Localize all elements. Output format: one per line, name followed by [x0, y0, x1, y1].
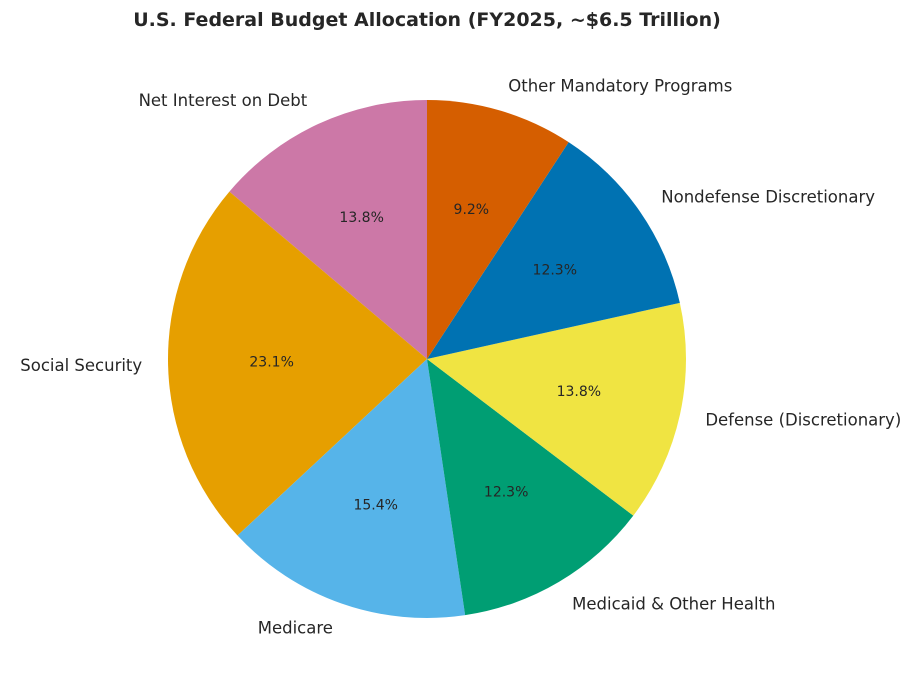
pct-label-other-mandatory-programs: 9.2% [454, 202, 490, 218]
chart-title: U.S. Federal Budget Allocation (FY2025, … [133, 9, 721, 31]
slice-label-defense-discretionary: Defense (Discretionary) [705, 410, 901, 429]
pct-label-social-security: 23.1% [249, 355, 293, 371]
pct-label-medicare: 15.4% [353, 498, 397, 514]
pie-slice-medicare [237, 359, 466, 619]
slice-label-nondefense-discretionary: Nondefense Discretionary [661, 187, 875, 206]
pie-slice-social-security [167, 191, 427, 536]
slice-label-social-security: Social Security [20, 356, 142, 375]
pct-label-net-interest-on-debt: 13.8% [339, 210, 383, 226]
pct-label-defense-discretionary: 13.8% [557, 384, 601, 400]
pie-slices [167, 100, 686, 619]
pie-slice-nondefense-discretionary [427, 142, 680, 359]
pie-slice-defense-discretionary [427, 302, 686, 516]
slice-label-other-mandatory-programs: Other Mandatory Programs [508, 76, 732, 95]
percent-labels: 13.8% 23.1% 15.4% 12.3% 13.8% 12.3% 9.2% [249, 202, 601, 514]
pct-label-nondefense-discretionary: 12.3% [533, 263, 577, 279]
category-labels: Net Interest on Debt Social Security Medic… [20, 76, 901, 637]
slice-label-medicare: Medicare [258, 618, 333, 637]
slice-label-net-interest-on-debt: Net Interest on Debt [139, 91, 308, 110]
pie-slice-net-interest-on-debt [229, 100, 427, 359]
pie-slice-other-mandatory-programs [427, 100, 569, 359]
pie-slice-medicaid-other-health [427, 359, 634, 616]
pct-label-medicaid-other-health: 12.3% [484, 485, 528, 501]
slice-label-medicaid-other-health: Medicaid & Other Health [572, 595, 775, 614]
